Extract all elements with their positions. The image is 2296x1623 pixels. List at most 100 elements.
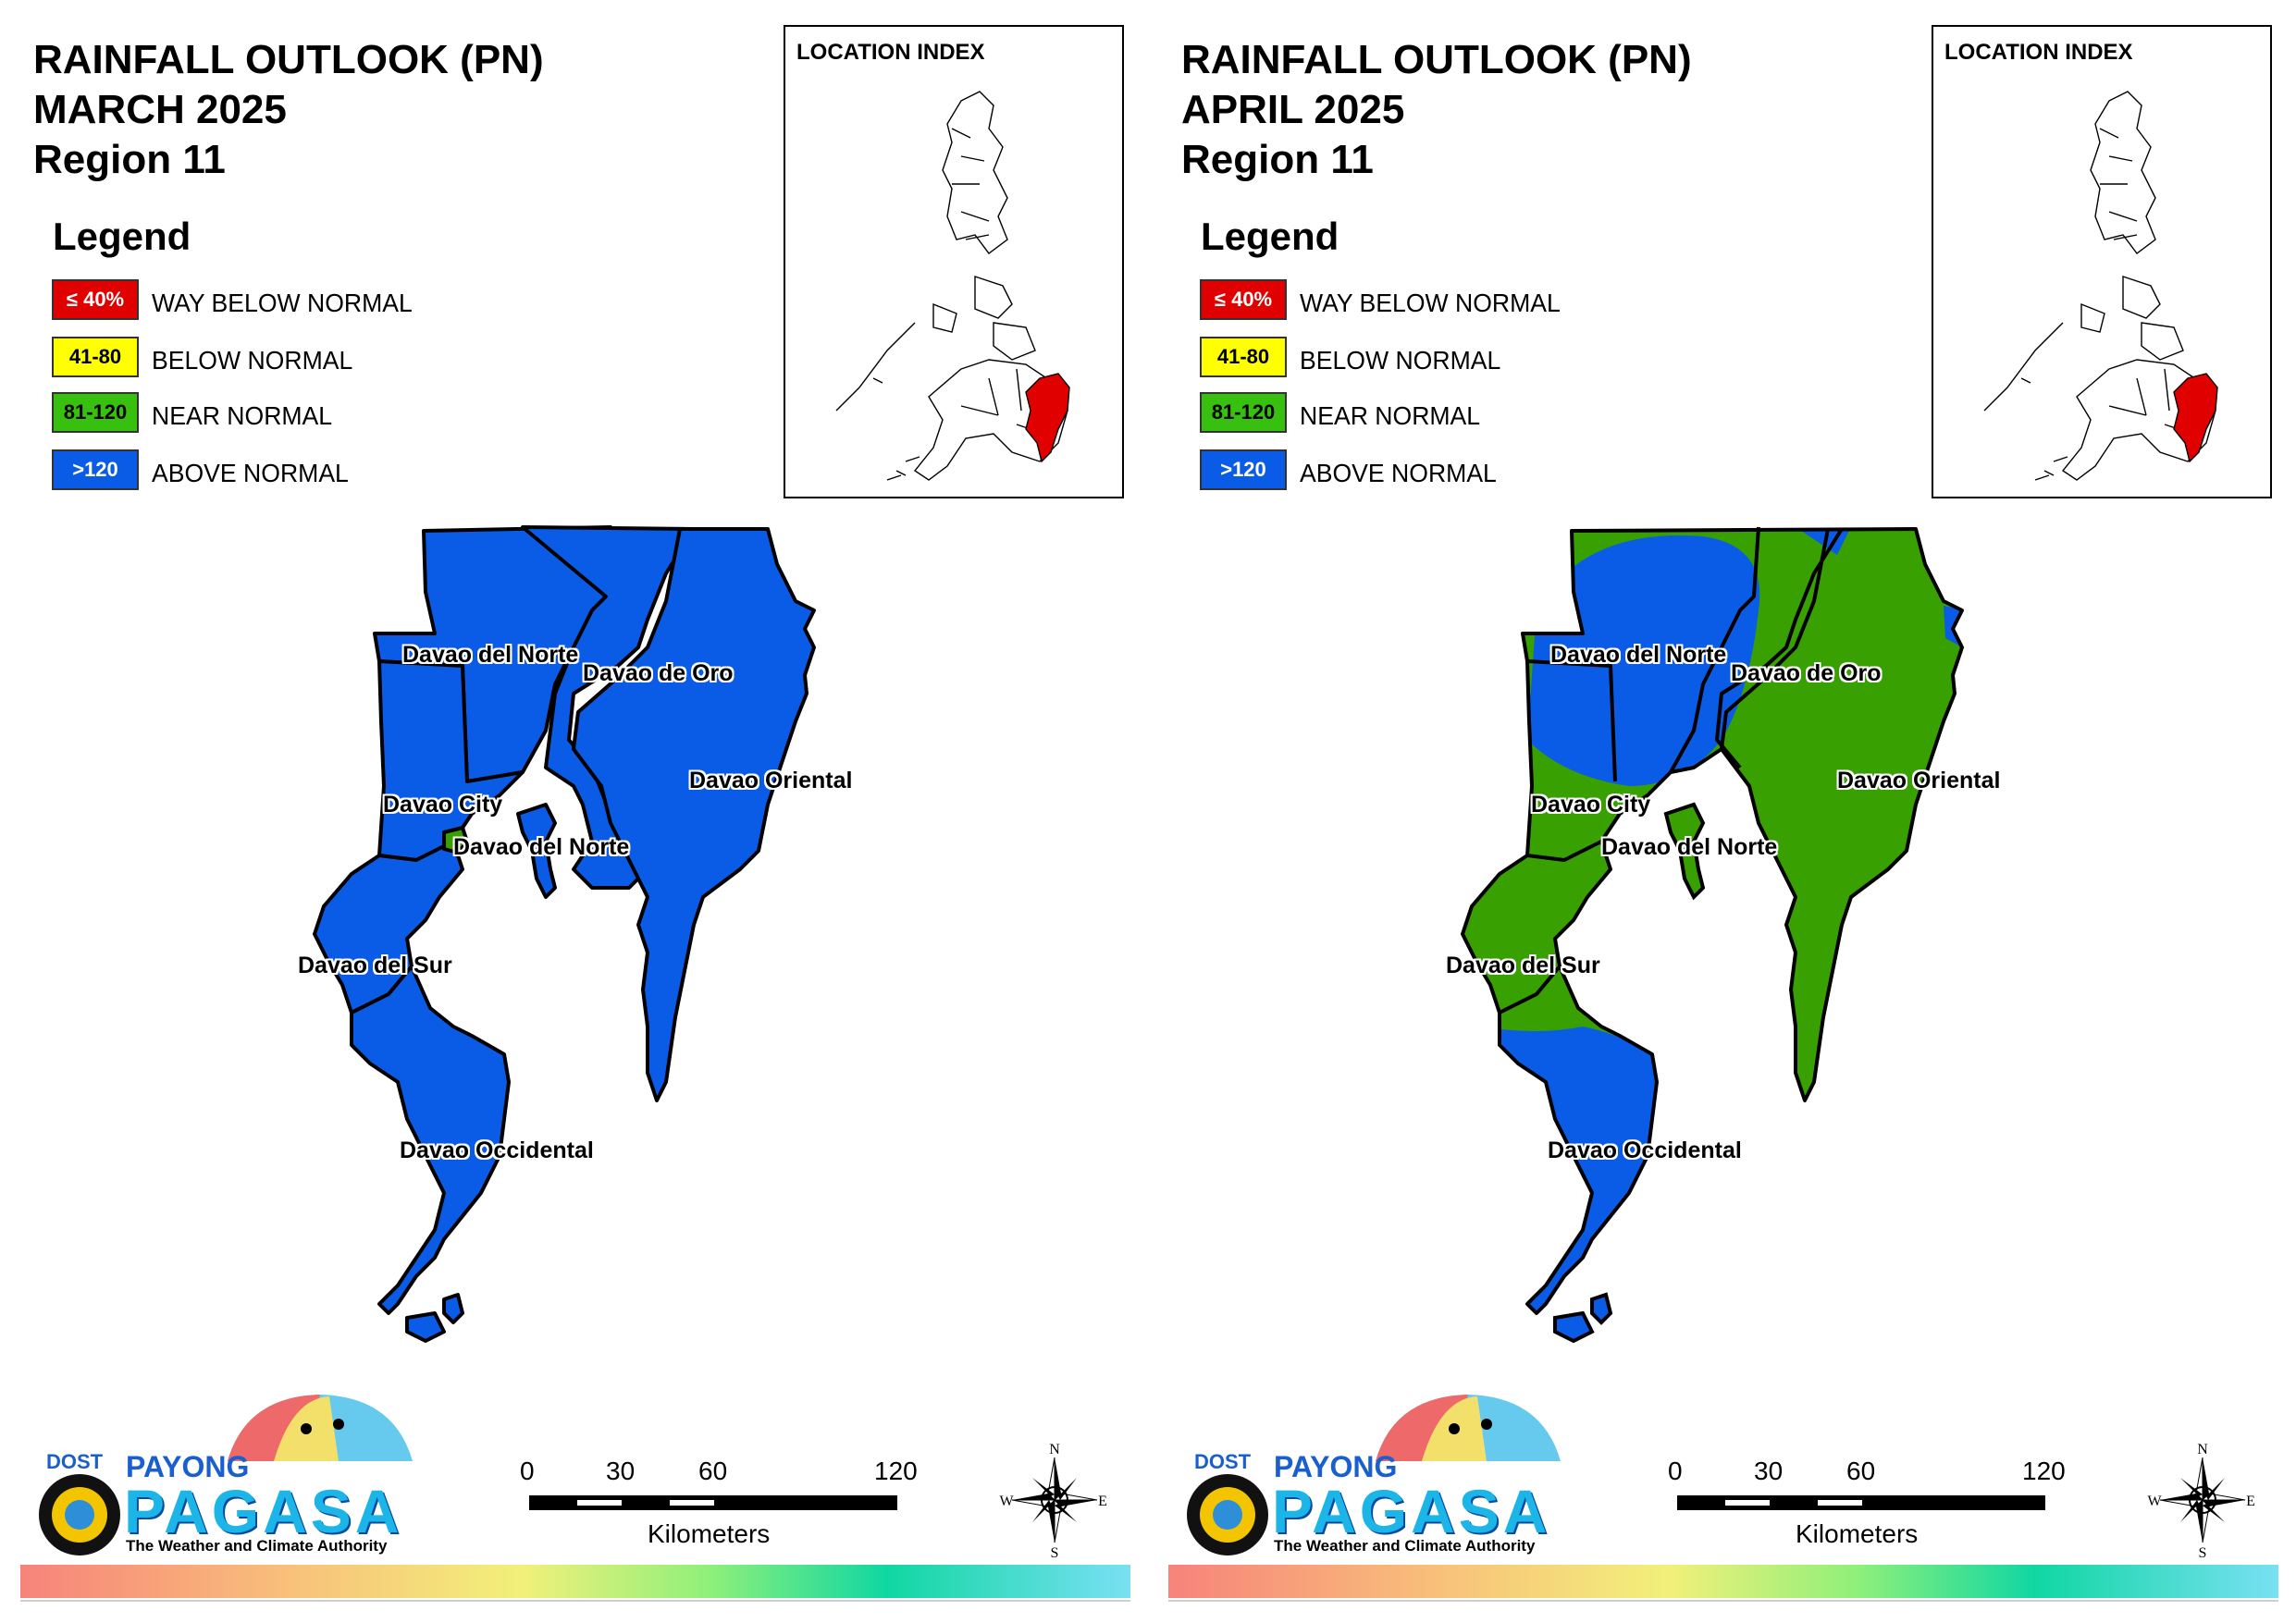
location-index: LOCATION INDEX xyxy=(784,25,1124,498)
scale-bar: 0 30 60 120 Kilometers xyxy=(1666,1457,2073,1558)
footer-divider xyxy=(1168,1600,2278,1602)
label-davao-de-oro: Davao de Oro xyxy=(1731,660,1882,686)
label-davao-del-norte: Davao del Norte xyxy=(1550,642,1727,668)
label-davao-del-norte: Davao del Norte xyxy=(402,642,579,668)
legend-swatch: ≤ 40% xyxy=(1200,279,1287,320)
scale-tick-0: 0 xyxy=(1668,1457,1683,1485)
legend-label: ABOVE NORMAL xyxy=(1300,459,1497,487)
dost-seal-icon xyxy=(1187,1474,1268,1555)
title-line-3: Region 11 xyxy=(33,137,226,182)
map-panel-march: RAINFALL OUTLOOK (PN) MARCH 2025 Region … xyxy=(20,25,1130,1602)
scale-tick-0: 0 xyxy=(520,1457,535,1485)
compass-rose-icon: N S E W xyxy=(2147,1442,2255,1561)
label-davao-del-sur: Davao del Sur xyxy=(1446,953,1600,978)
map-title: RAINFALL OUTLOOK (PN) APRIL 2025 Region … xyxy=(1181,35,1692,185)
legend-label: BELOW NORMAL xyxy=(1300,346,1501,375)
title-line-1: RAINFALL OUTLOOK (PN) xyxy=(33,37,544,82)
label-davao-del-norte-samal: Davao del Norte xyxy=(1601,834,1778,860)
title-line-3: Region 11 xyxy=(1181,137,1374,182)
compass-n: N xyxy=(2197,1443,2208,1457)
map-title: RAINFALL OUTLOOK (PN) MARCH 2025 Region … xyxy=(33,35,544,185)
payong-pagasa-logo: DOST PAYONG PAGASA The Weather and Clima… xyxy=(1181,1387,1570,1563)
map-panel-april: RAINFALL OUTLOOK (PN) APRIL 2025 Region … xyxy=(1148,0,2296,1623)
dost-seal-icon xyxy=(39,1474,120,1555)
label-davao-de-oro: Davao de Oro xyxy=(583,660,734,686)
tagline: The Weather and Climate Authority xyxy=(126,1537,388,1555)
scale-bar-graphic xyxy=(529,1495,897,1510)
title-line-2: APRIL 2025 xyxy=(1181,87,1405,132)
label-davao-del-norte-samal: Davao del Norte xyxy=(453,834,630,860)
legend-label: NEAR NORMAL xyxy=(1300,401,1481,430)
umbrella-icon xyxy=(1376,1395,1561,1461)
payong-pagasa-logo: DOST PAYONG PAGASA The Weather and Clima… xyxy=(33,1387,422,1563)
payong-label: PAYONG xyxy=(1274,1450,1398,1483)
label-davao-oriental: Davao Oriental xyxy=(689,768,853,793)
legend-label: WAY BELOW NORMAL xyxy=(152,289,413,317)
gradient-footer-strip xyxy=(1168,1565,2278,1598)
scale-bar-graphic xyxy=(1677,1495,2045,1510)
label-davao-occidental: Davao Occidental xyxy=(1548,1137,1742,1163)
legend-swatch: 41-80 xyxy=(52,337,139,377)
legend-swatch: >120 xyxy=(1200,449,1287,490)
legend-swatch: 41-80 xyxy=(1200,337,1287,377)
location-index: LOCATION INDEX xyxy=(1932,25,2272,498)
gradient-footer-strip xyxy=(20,1565,1130,1598)
compass-w: W xyxy=(2147,1494,2162,1509)
legend-swatch: 81-120 xyxy=(1200,392,1287,433)
legend-item-way-below: ≤ 40% WAY BELOW NORMAL xyxy=(1200,279,1588,326)
scale-tick-120: 120 xyxy=(874,1457,918,1485)
north-arrow: N S E W xyxy=(2147,1442,2258,1561)
legend-item-above: >120 ABOVE NORMAL xyxy=(1200,449,1588,496)
legend-label: NEAR NORMAL xyxy=(152,401,333,430)
legend-item-above: >120 ABOVE NORMAL xyxy=(52,449,440,496)
legend-label: BELOW NORMAL xyxy=(152,346,353,375)
scale-bar: 0 30 60 120 Kilometers xyxy=(518,1457,925,1558)
compass-e: E xyxy=(2246,1494,2255,1509)
footer-divider xyxy=(20,1600,1130,1602)
scale-tick-60: 60 xyxy=(1846,1457,1876,1485)
scale-unit: Kilometers xyxy=(1796,1519,1919,1548)
compass-s: S xyxy=(2199,1545,2207,1558)
pagasa-label: PAGASA xyxy=(124,1477,403,1545)
location-index-label: LOCATION INDEX xyxy=(1944,40,2133,65)
label-davao-del-sur: Davao del Sur xyxy=(298,953,452,978)
legend-item-way-below: ≤ 40% WAY BELOW NORMAL xyxy=(52,279,440,326)
legend-label: ABOVE NORMAL xyxy=(152,459,349,487)
scale-tick-30: 30 xyxy=(606,1457,636,1485)
compass-w: W xyxy=(999,1494,1014,1509)
label-davao-city: Davao City xyxy=(1531,792,1651,818)
compass-e: E xyxy=(1098,1494,1107,1509)
label-davao-occidental: Davao Occidental xyxy=(400,1137,594,1163)
compass-s: S xyxy=(1051,1545,1059,1558)
legend-item-below: 41-80 BELOW NORMAL xyxy=(52,337,440,383)
legend-swatch: ≤ 40% xyxy=(52,279,139,320)
scale-tick-60: 60 xyxy=(698,1457,728,1485)
scale-unit: Kilometers xyxy=(648,1519,771,1548)
philippines-index-map xyxy=(835,91,1070,481)
scale-tick-30: 30 xyxy=(1754,1457,1784,1485)
philippines-index-map xyxy=(1983,91,2218,481)
label-davao-city: Davao City xyxy=(383,792,503,818)
legend-item-near: 81-120 NEAR NORMAL xyxy=(1200,392,1588,438)
legend-item-near: 81-120 NEAR NORMAL xyxy=(52,392,440,438)
title-line-1: RAINFALL OUTLOOK (PN) xyxy=(1181,37,1692,82)
north-arrow: N S E W xyxy=(999,1442,1110,1561)
dost-label: DOST xyxy=(1194,1450,1252,1473)
legend-label: WAY BELOW NORMAL xyxy=(1300,289,1561,317)
compass-n: N xyxy=(1049,1443,1060,1457)
umbrella-icon xyxy=(228,1395,413,1461)
legend-title: Legend xyxy=(1201,215,1339,258)
scale-tick-120: 120 xyxy=(2022,1457,2066,1485)
legend-swatch: 81-120 xyxy=(52,392,139,433)
dost-label: DOST xyxy=(46,1450,104,1473)
label-davao-oriental: Davao Oriental xyxy=(1837,768,2001,793)
location-index-label: LOCATION INDEX xyxy=(796,40,985,65)
legend-swatch: >120 xyxy=(52,449,139,490)
pagasa-label: PAGASA xyxy=(1272,1477,1551,1545)
title-line-2: MARCH 2025 xyxy=(33,87,287,132)
tagline: The Weather and Climate Authority xyxy=(1274,1537,1536,1555)
region-11-map xyxy=(1461,526,1964,1344)
region-11-map xyxy=(313,525,816,1343)
legend-item-below: 41-80 BELOW NORMAL xyxy=(1200,337,1588,383)
legend-title: Legend xyxy=(53,215,191,258)
